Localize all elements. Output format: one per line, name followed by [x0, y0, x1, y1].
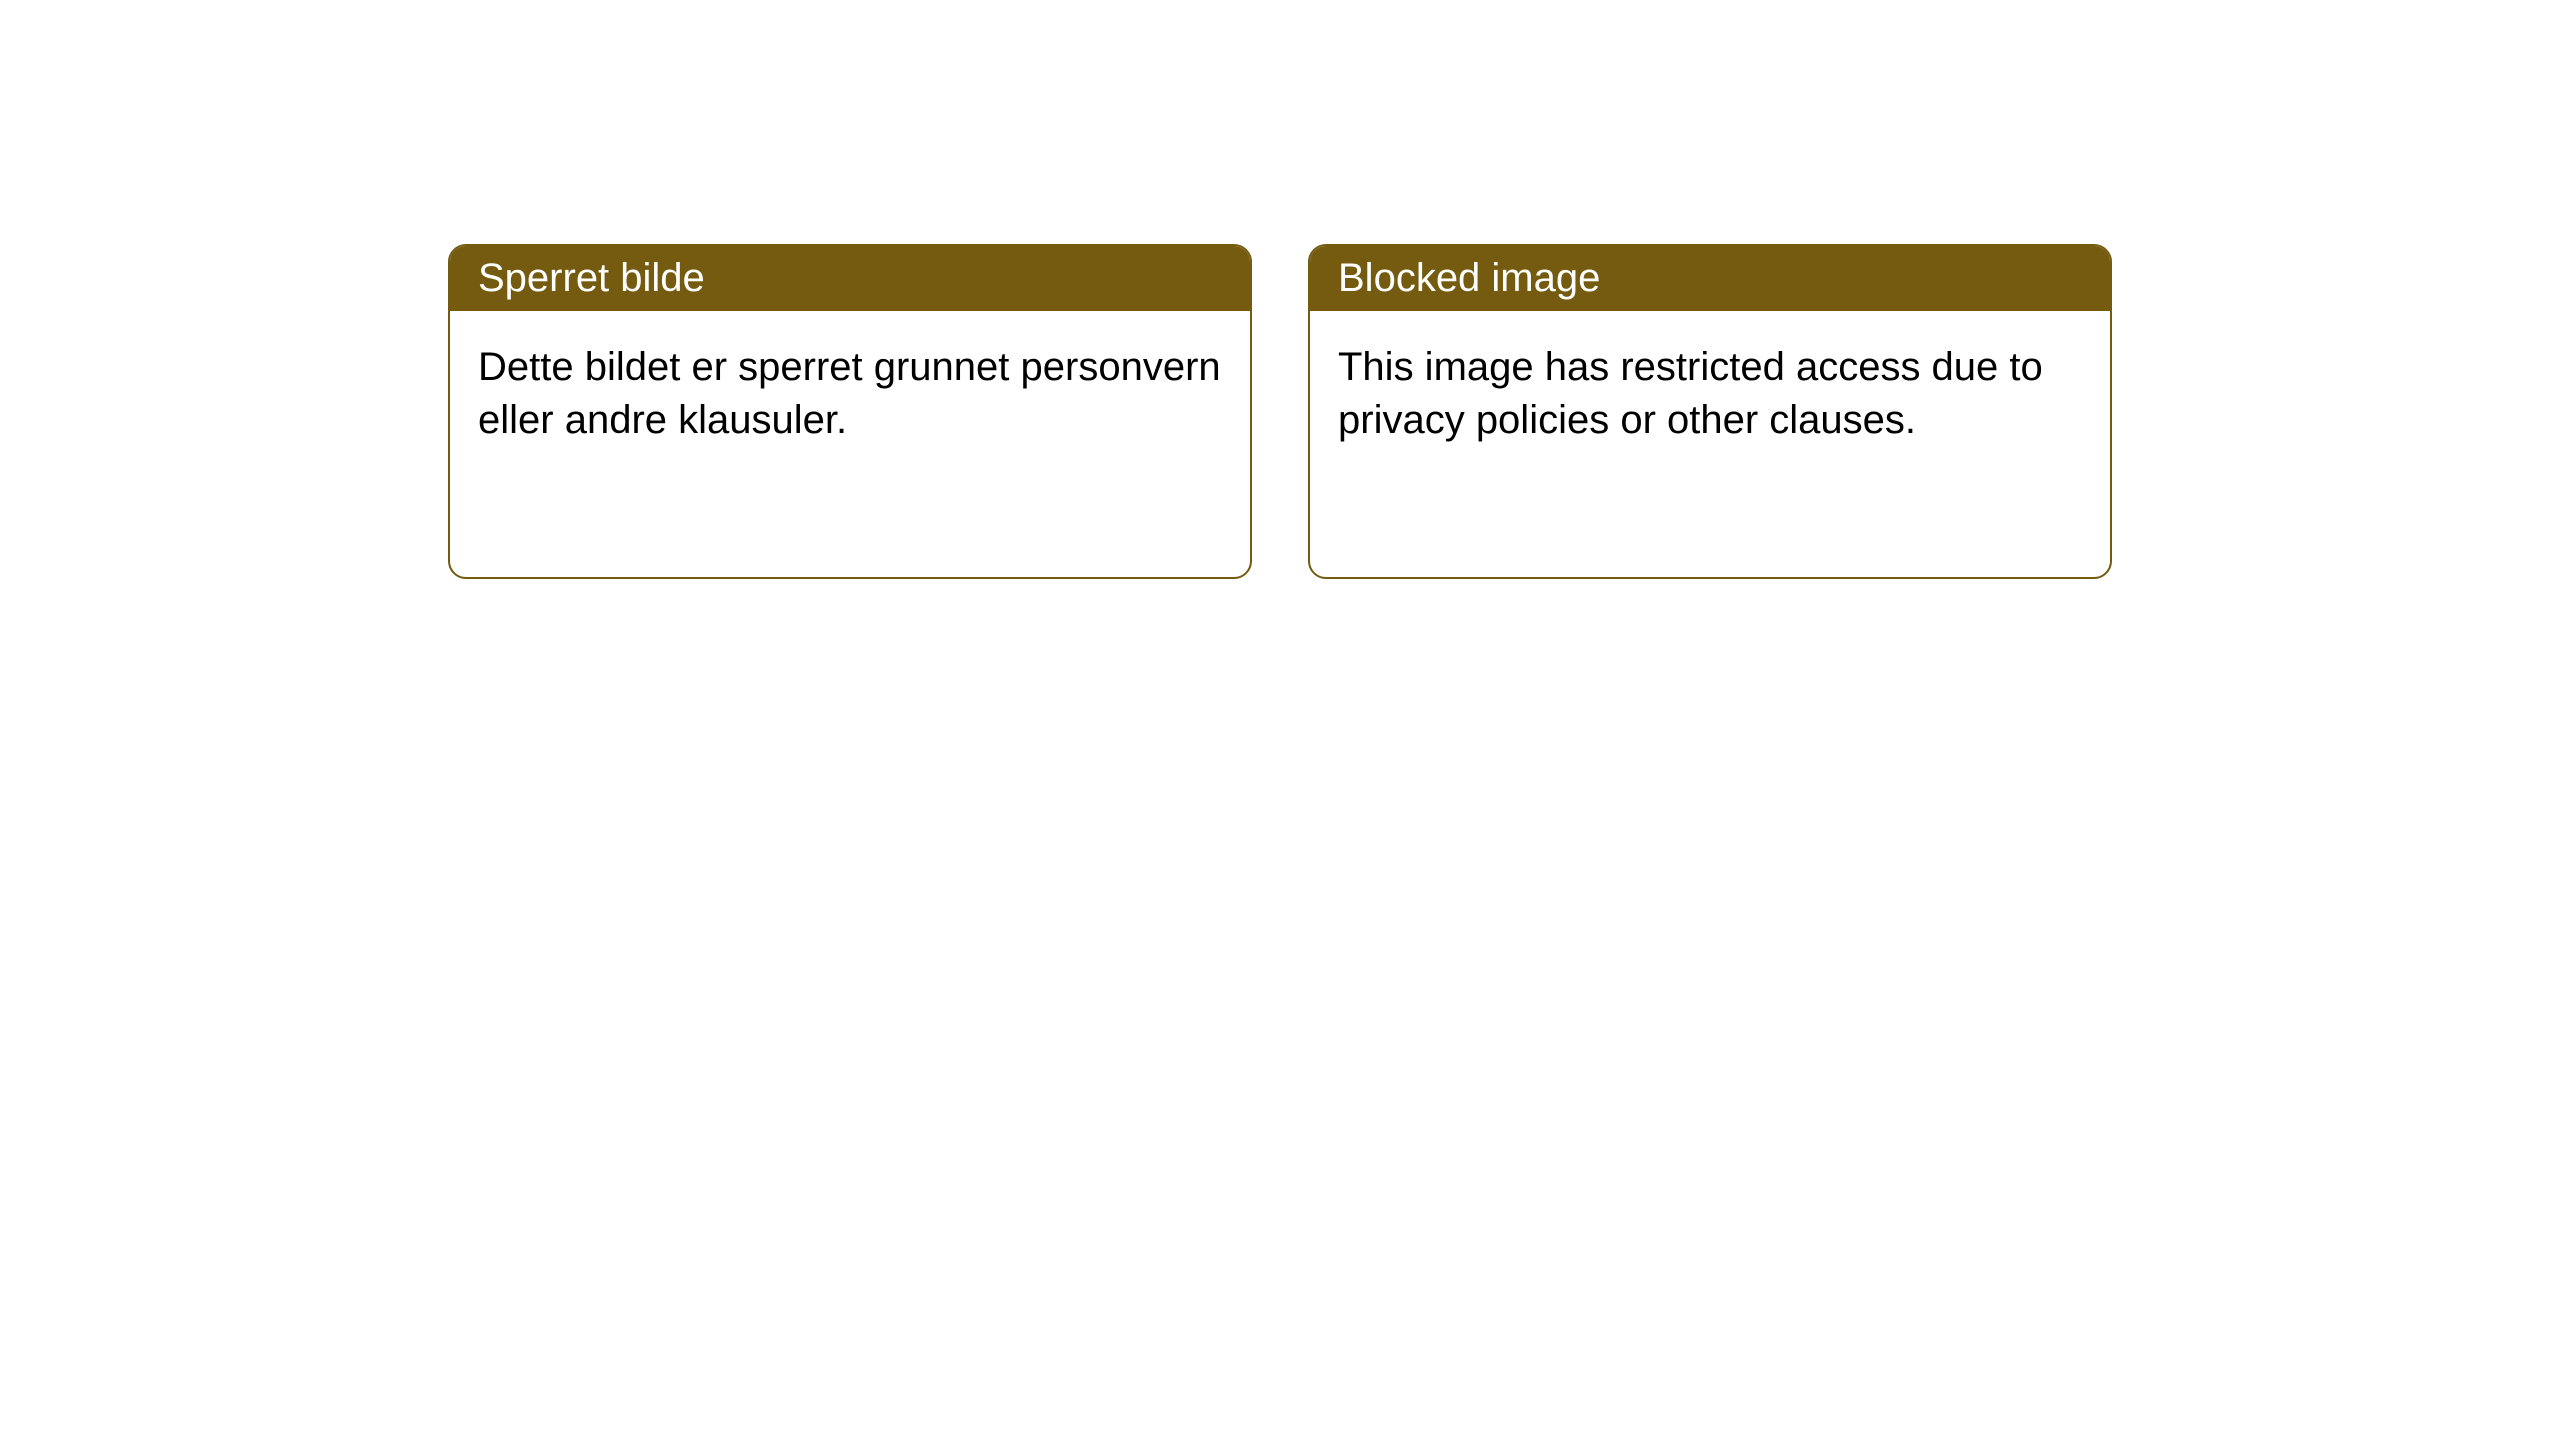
notice-body-norwegian: Dette bildet er sperret grunnet personve… — [450, 311, 1250, 477]
notice-header-norwegian: Sperret bilde — [450, 246, 1250, 311]
notice-header-english: Blocked image — [1310, 246, 2110, 311]
notice-card-english: Blocked image This image has restricted … — [1308, 244, 2112, 579]
notice-card-norwegian: Sperret bilde Dette bildet er sperret gr… — [448, 244, 1252, 579]
notice-container: Sperret bilde Dette bildet er sperret gr… — [0, 0, 2560, 579]
notice-body-english: This image has restricted access due to … — [1310, 311, 2110, 477]
